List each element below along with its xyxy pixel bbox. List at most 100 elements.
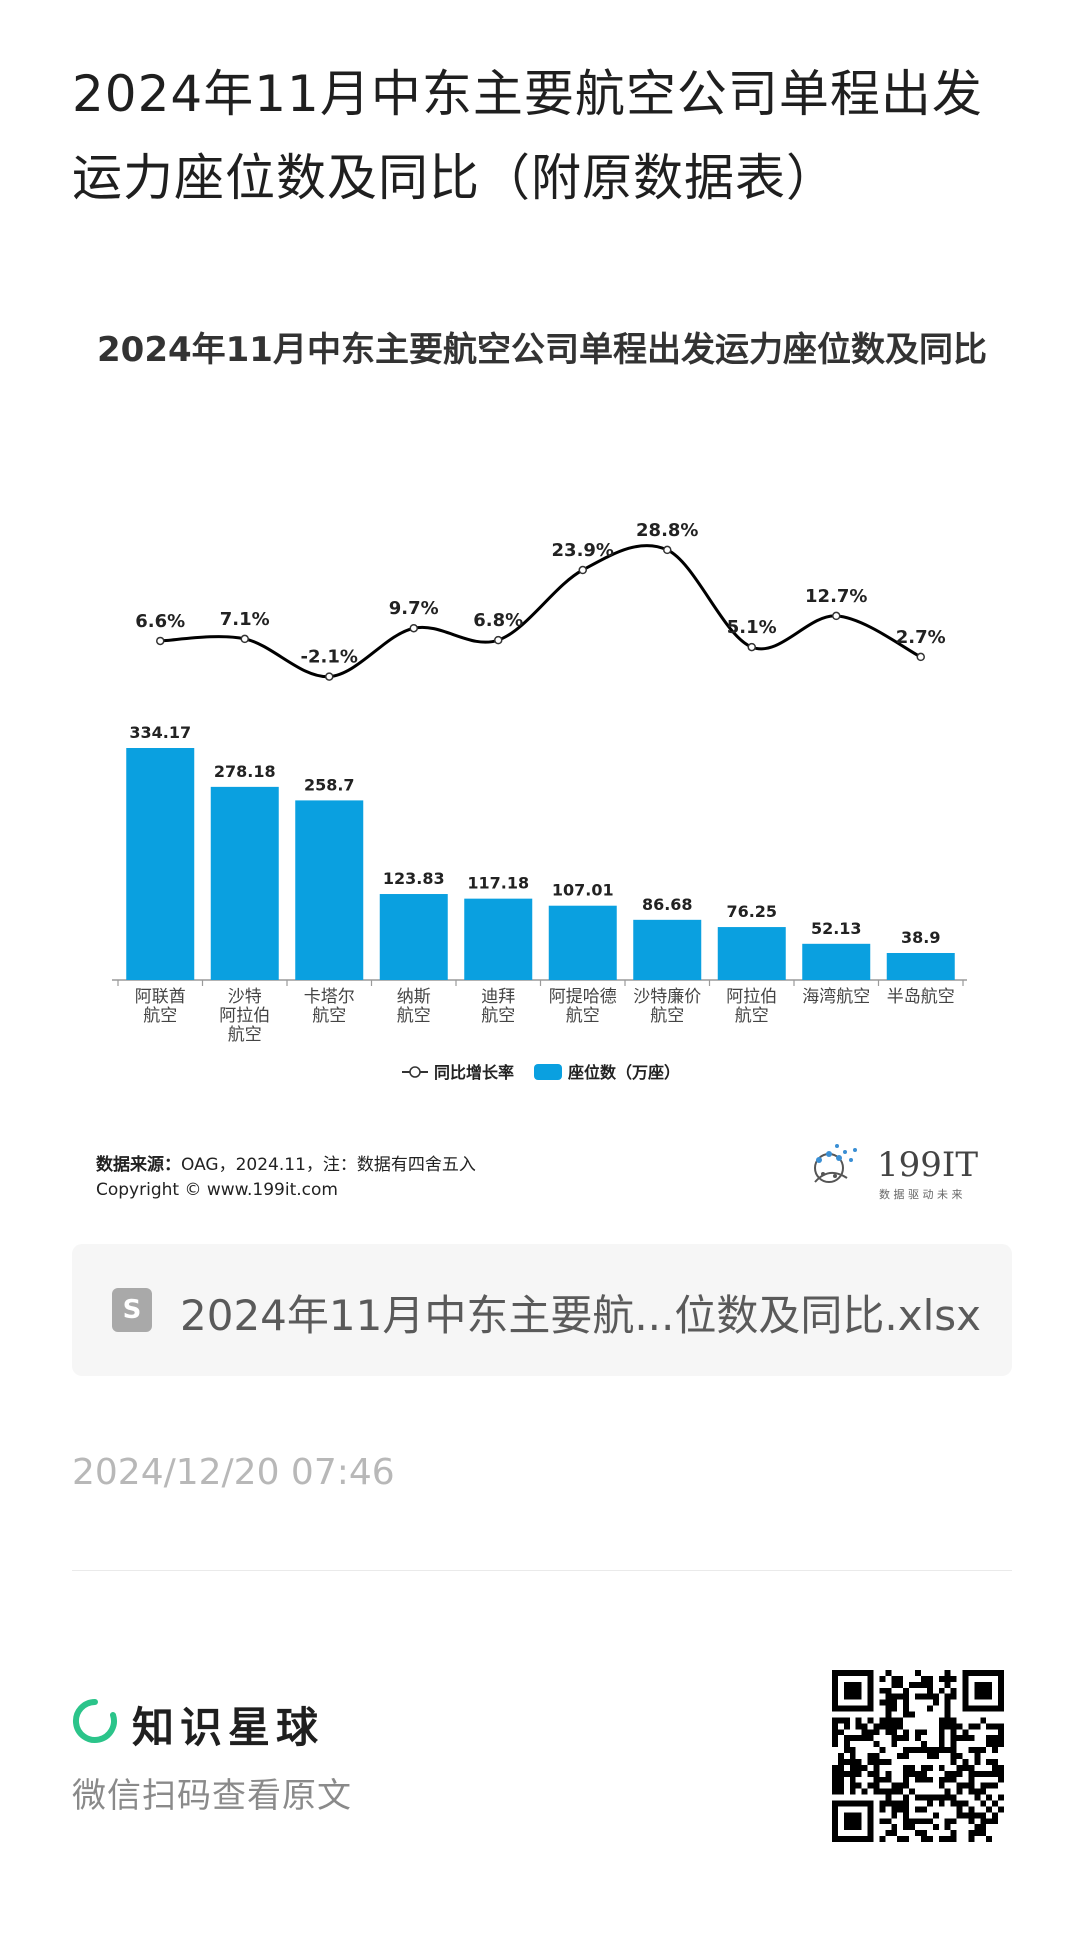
qr-module	[938, 1723, 945, 1730]
qr-code[interactable]	[832, 1670, 1004, 1842]
qr-module	[909, 1711, 916, 1718]
attachment-file[interactable]: S 2024年11月中东主要航...位数及同比.xlsx	[72, 1244, 1012, 1376]
qr-module	[885, 1705, 892, 1712]
qr-module	[986, 1741, 993, 1748]
qr-module	[867, 1735, 874, 1742]
chart-image: 2024年11月中东主要航空公司单程出发运力座位数及同比 334.17 278.1…	[72, 300, 1012, 1220]
bar	[126, 748, 195, 980]
qr-module	[926, 1818, 933, 1825]
data-source-text: OAG，2024.11，注：数据有四舍五入	[181, 1155, 476, 1175]
attachment-file-name[interactable]: 2024年11月中东主要航...位数及同比.xlsx	[180, 1291, 981, 1340]
qr-module	[944, 1794, 951, 1801]
qr-module	[909, 1770, 916, 1777]
qr-module	[938, 1747, 945, 1754]
qr-module	[962, 1782, 969, 1789]
category-label: 卡塔尔	[304, 987, 355, 1007]
qr-module	[932, 1812, 939, 1819]
legend-bar-swatch	[534, 1064, 562, 1080]
qr-module	[861, 1723, 868, 1730]
qr-module	[837, 1782, 844, 1789]
qr-module	[915, 1794, 921, 1801]
qr-module	[920, 1794, 927, 1801]
qr-module	[873, 1764, 880, 1771]
qr-module	[915, 1681, 921, 1688]
qr-module	[950, 1794, 957, 1801]
qr-module	[950, 1770, 957, 1777]
category-label: 航空	[481, 1006, 515, 1026]
qr-module	[903, 1770, 910, 1777]
qr-module	[843, 1681, 862, 1700]
qr-module	[968, 1776, 975, 1783]
qr-module	[891, 1812, 898, 1819]
qr-module	[849, 1753, 856, 1759]
qr-module	[849, 1764, 856, 1771]
qr-module	[832, 1717, 838, 1724]
qr-module	[950, 1741, 957, 1748]
qr-module	[932, 1753, 939, 1759]
growth-rate-label: 12.7%	[805, 586, 867, 607]
qr-module	[903, 1776, 910, 1783]
qr-module	[855, 1735, 862, 1742]
qr-module	[938, 1836, 945, 1842]
qr-module	[950, 1717, 957, 1724]
bar-value-label: 52.13	[811, 919, 862, 938]
qr-module	[915, 1729, 921, 1736]
qr-module	[867, 1753, 874, 1759]
qr-module	[992, 1723, 999, 1730]
qr-module	[956, 1782, 963, 1789]
qr-module	[944, 1747, 951, 1754]
qr-module	[897, 1806, 904, 1813]
qr-module	[956, 1723, 963, 1730]
qr-module	[885, 1818, 892, 1825]
qr-module	[926, 1681, 933, 1688]
qr-module	[950, 1758, 957, 1765]
qr-module	[956, 1764, 963, 1771]
scan-hint: 微信扫码查看原文	[72, 1776, 352, 1816]
qr-module	[926, 1800, 933, 1807]
qr-module	[926, 1764, 933, 1771]
growth-rate-point	[494, 635, 503, 645]
qr-module	[885, 1770, 892, 1777]
qr-module	[879, 1723, 886, 1730]
qr-module	[992, 1764, 999, 1771]
qr-module	[962, 1758, 969, 1765]
bar	[210, 786, 279, 980]
qr-module	[926, 1747, 933, 1754]
qr-module	[891, 1675, 898, 1682]
growth-rate-label: 2.7%	[896, 627, 946, 648]
qr-module	[849, 1776, 856, 1783]
qr-module	[938, 1764, 945, 1771]
qr-module	[861, 1788, 868, 1795]
qr-module	[861, 1729, 868, 1736]
qr-module	[909, 1747, 916, 1754]
qr-module	[920, 1818, 927, 1825]
qr-module	[837, 1764, 844, 1771]
qr-module	[837, 1770, 844, 1777]
qr-module	[950, 1753, 957, 1759]
qr-module	[980, 1717, 987, 1724]
qr-module	[986, 1770, 993, 1777]
qr-module	[974, 1812, 981, 1819]
category-label: 阿联酋	[135, 987, 186, 1007]
qr-module	[938, 1717, 945, 1724]
qr-module	[974, 1747, 981, 1754]
qr-module	[843, 1735, 850, 1742]
qr-module	[980, 1818, 987, 1825]
qr-module	[950, 1723, 957, 1730]
qr-module	[926, 1693, 933, 1700]
qr-module	[968, 1735, 975, 1742]
qr-module	[855, 1782, 862, 1789]
category-label: 沙特廉价	[633, 987, 701, 1007]
qr-module	[837, 1758, 844, 1765]
qr-module	[974, 1824, 981, 1831]
qr-module	[897, 1836, 904, 1842]
qr-module	[885, 1800, 892, 1807]
qr-module	[938, 1776, 945, 1783]
qr-module	[998, 1770, 1004, 1777]
qr-module	[832, 1776, 838, 1783]
qr-module	[897, 1717, 904, 1724]
qr-module	[998, 1723, 1004, 1730]
qr-module	[992, 1741, 999, 1748]
category-label: 航空	[397, 1006, 431, 1026]
qr-module	[944, 1788, 951, 1795]
